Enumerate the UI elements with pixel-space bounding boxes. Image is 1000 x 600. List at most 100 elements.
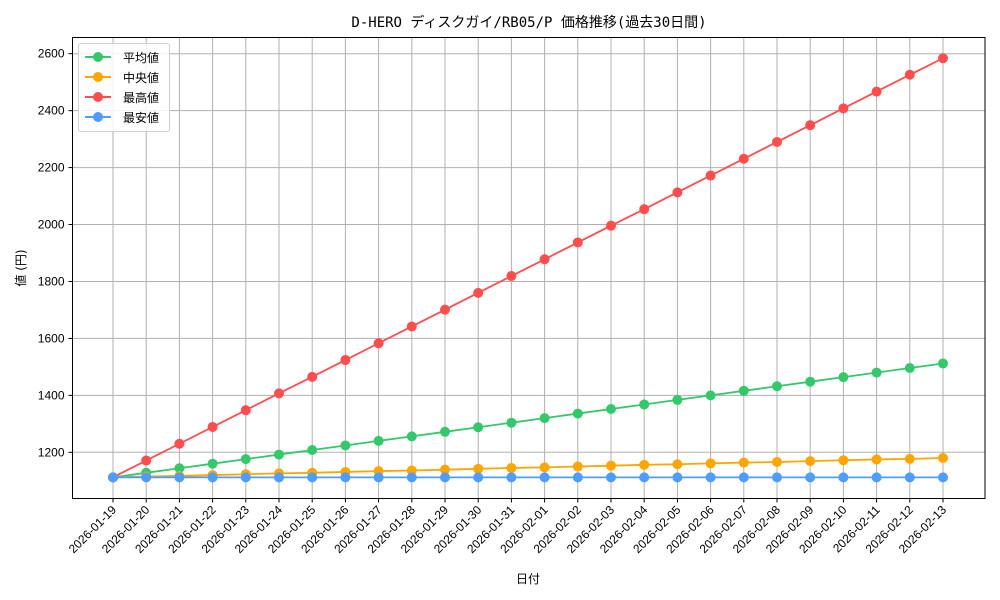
data-point	[108, 472, 118, 483]
data-point	[406, 431, 417, 442]
legend-marker-icon	[85, 72, 111, 82]
series-line	[112, 57, 944, 479]
y-tick-label: 2600	[38, 47, 65, 61]
data-point	[705, 170, 716, 181]
data-point	[440, 464, 450, 475]
data-point	[473, 472, 484, 483]
data-point	[572, 472, 583, 483]
data-point	[473, 463, 484, 474]
data-point	[838, 472, 849, 483]
data-point	[274, 388, 284, 399]
data-point	[572, 408, 583, 419]
data-point	[606, 472, 616, 483]
data-point	[838, 103, 849, 114]
data-point	[440, 426, 450, 437]
data-point	[639, 472, 650, 483]
data-point	[871, 367, 882, 378]
data-point	[240, 405, 251, 416]
legend-label: 中央値	[123, 70, 160, 85]
data-point	[240, 454, 251, 465]
data-point	[440, 472, 450, 483]
data-point	[406, 321, 417, 332]
data-point	[506, 271, 517, 282]
data-point	[705, 390, 716, 401]
data-point	[506, 472, 517, 483]
data-point	[307, 445, 318, 456]
data-point	[772, 456, 782, 467]
data-point	[805, 456, 816, 467]
legend-item-max: 最高値	[79, 87, 169, 107]
data-point	[539, 462, 550, 473]
data-point	[904, 453, 915, 464]
data-point	[871, 86, 882, 97]
data-point	[174, 438, 185, 449]
data-point	[871, 454, 882, 465]
data-point	[805, 376, 816, 387]
data-point	[772, 472, 782, 483]
data-point	[274, 449, 284, 460]
legend-label: 平均値	[123, 50, 160, 65]
y-tick-label: 1400	[38, 388, 65, 402]
legend-marker-icon	[85, 92, 111, 102]
data-point	[539, 413, 550, 424]
data-point	[274, 472, 284, 483]
data-point	[307, 371, 318, 382]
data-point	[373, 472, 384, 483]
data-point	[207, 421, 218, 432]
data-point	[672, 459, 683, 470]
legend-label: 最安値	[123, 110, 160, 125]
data-point	[606, 460, 616, 471]
data-point	[672, 394, 683, 405]
series-line	[112, 457, 944, 479]
data-point	[672, 187, 683, 198]
data-point	[705, 458, 716, 469]
series-line	[112, 362, 944, 479]
y-tick-label: 1600	[38, 331, 65, 345]
data-point	[639, 459, 650, 470]
legend-item-average: 平均値	[79, 47, 169, 67]
data-point	[606, 404, 616, 415]
data-point	[639, 204, 650, 215]
data-point	[539, 472, 550, 483]
data-point	[639, 399, 650, 410]
data-point	[174, 472, 185, 483]
data-point	[307, 472, 318, 483]
data-point	[340, 472, 351, 483]
data-point	[174, 463, 185, 474]
data-point	[506, 462, 517, 473]
data-point	[705, 472, 716, 483]
plot-frame	[72, 37, 986, 499]
data-point	[506, 417, 517, 428]
data-point	[805, 472, 816, 483]
data-point	[772, 136, 782, 147]
data-point	[440, 304, 450, 315]
data-point	[473, 287, 484, 298]
legend-item-min: 最安値	[79, 107, 169, 127]
legend-item-median: 中央値	[79, 67, 169, 87]
legend-marker-icon	[85, 112, 111, 122]
data-point	[938, 53, 948, 64]
data-point	[938, 358, 948, 369]
y-tick-label: 2000	[38, 218, 65, 232]
data-point	[904, 363, 915, 374]
legend-marker-icon	[85, 52, 111, 62]
data-point	[373, 338, 384, 349]
data-point	[141, 472, 152, 483]
data-point	[738, 153, 749, 164]
data-point	[871, 472, 882, 483]
data-point	[207, 458, 218, 469]
data-point	[539, 254, 550, 265]
data-point	[904, 472, 915, 483]
data-point	[738, 472, 749, 483]
data-point	[373, 435, 384, 446]
data-point	[738, 385, 749, 396]
data-point	[805, 120, 816, 131]
chart-title: D-HERO ディスクガイ/RB05/P 価格推移(過去30日間)	[351, 15, 707, 31]
data-point	[738, 457, 749, 468]
y-tick-label: 1200	[38, 445, 65, 459]
data-point	[207, 472, 218, 483]
data-point	[572, 237, 583, 248]
data-point	[473, 422, 484, 433]
x-axis-label: 日付	[516, 572, 540, 586]
